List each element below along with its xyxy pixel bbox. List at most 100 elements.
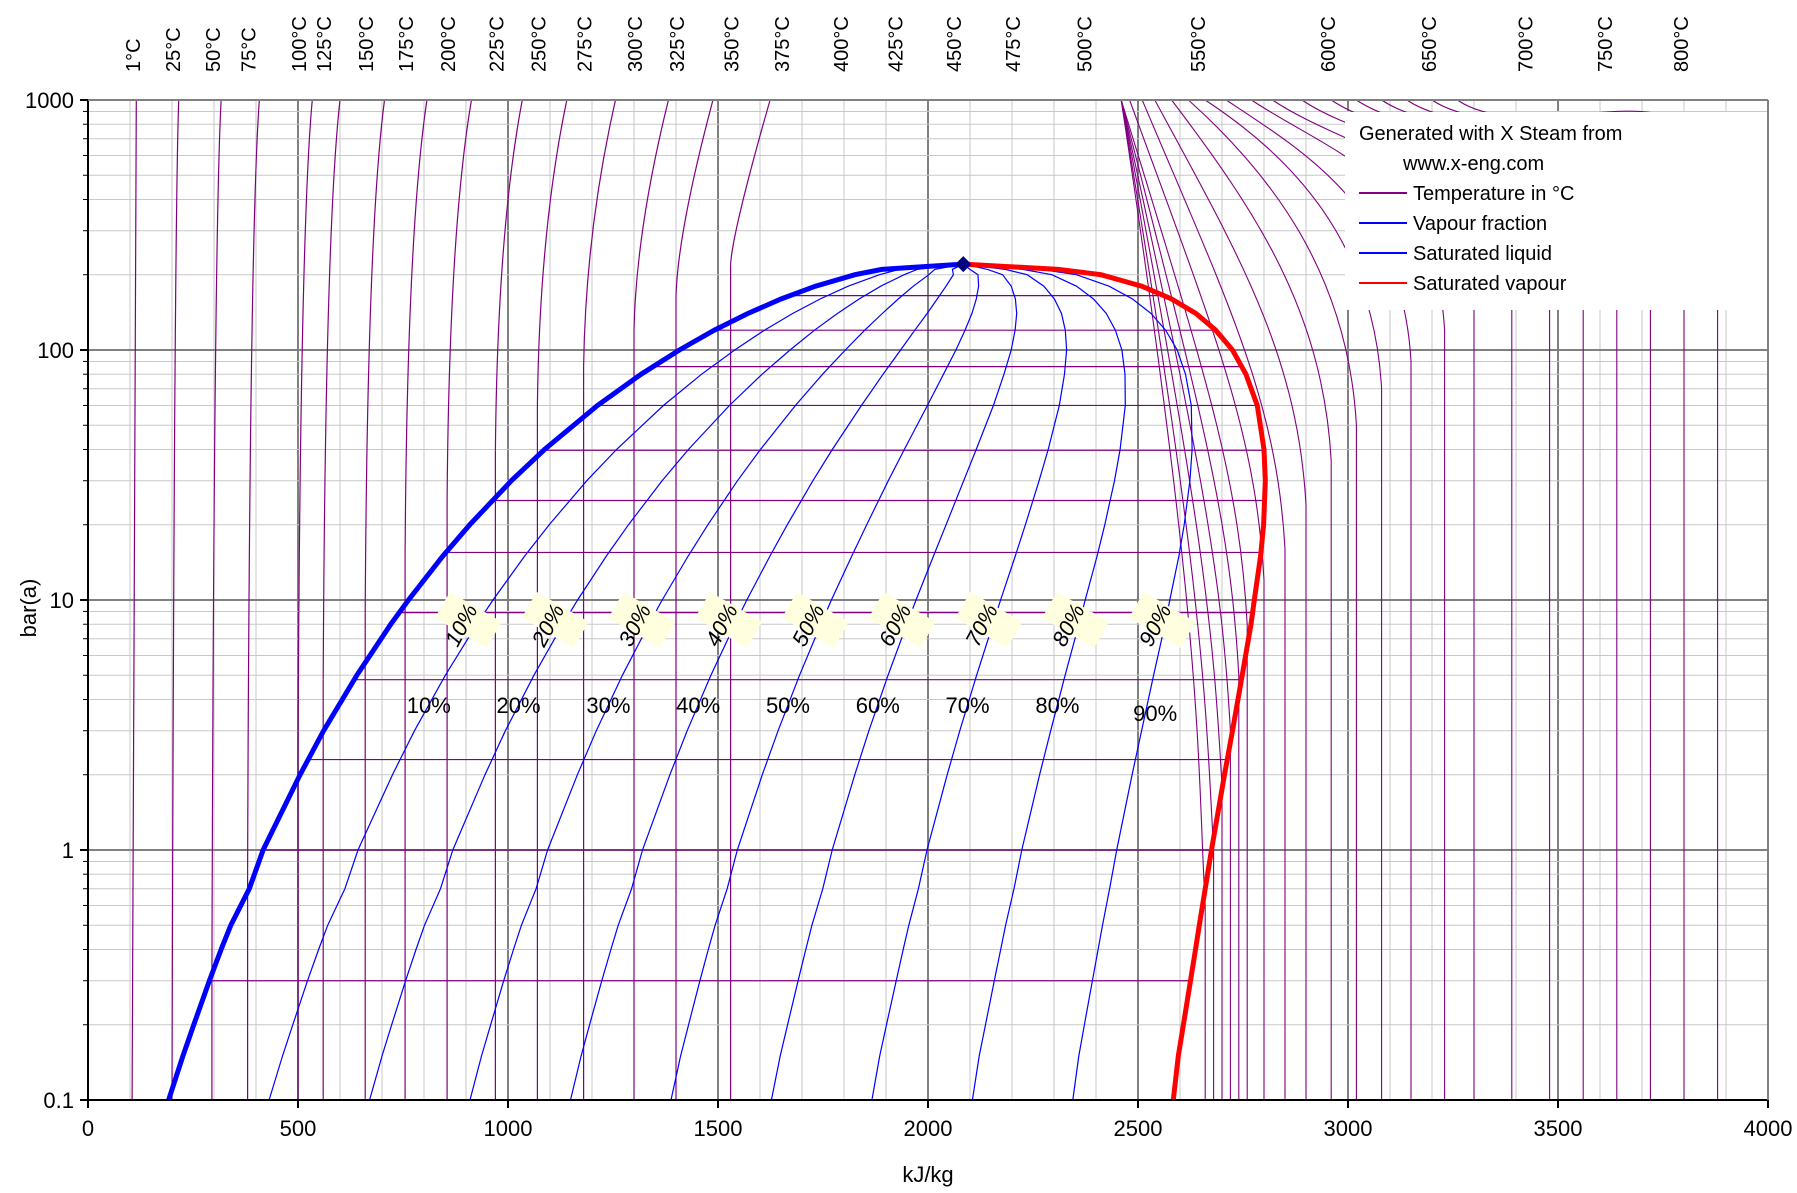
legend-item: Saturated liquid	[1413, 243, 1552, 265]
compressed-liquid-isotherm	[536, 99, 568, 406]
x-tick-label: 4000	[1744, 1116, 1793, 1141]
fraction-label: 80%	[1035, 693, 1079, 718]
vapour-fraction-line	[670, 263, 980, 1101]
compressed-liquid-isotherm	[730, 99, 771, 265]
legend-url: www.x-eng.com	[1402, 153, 1544, 175]
compressed-liquid-isotherm	[675, 99, 714, 296]
vapour-fraction-line	[569, 263, 964, 1101]
temperature-label: 350°C	[722, 16, 744, 72]
temperature-label: 75°C	[239, 27, 261, 72]
temperature-label: 25°C	[163, 27, 185, 72]
y-tick-label: 0.1	[43, 1088, 74, 1113]
legend: Generated with X Steam from www.x-eng.com…	[1345, 112, 1767, 310]
fraction-label: 50%	[766, 693, 810, 718]
legend-item: Temperature in °C	[1413, 183, 1574, 205]
temperature-label: 750°C	[1595, 16, 1617, 72]
saturated-liquid-curve	[166, 261, 964, 1101]
vapour-isotherm	[1120, 99, 1215, 1100]
temperature-label: 1°C	[123, 38, 145, 72]
vapour-fraction-line	[469, 263, 964, 1101]
fraction-label-bg	[695, 591, 763, 648]
fraction-label-bg	[781, 591, 849, 648]
vapour-fraction-line	[770, 263, 1018, 1101]
fraction-label-bg	[955, 591, 1023, 648]
y-tick-label: 1000	[25, 88, 74, 113]
fraction-label: 40%	[676, 693, 720, 718]
vapour-isotherm	[1141, 99, 1286, 1100]
y-tick-label: 10	[50, 588, 74, 613]
fraction-label-bg	[608, 591, 676, 648]
fraction-label: 70%	[946, 693, 990, 718]
compressed-liquid-isotherm	[633, 99, 670, 331]
fraction-label: 20%	[497, 693, 541, 718]
vapour-fraction-line	[963, 263, 1126, 1101]
temperature-label: 650°C	[1419, 16, 1441, 72]
temperature-label: 800°C	[1671, 16, 1693, 72]
legend-item: Saturated vapour	[1413, 273, 1567, 295]
fraction-label-bg	[1042, 591, 1109, 648]
vapour-fraction-line	[369, 263, 964, 1101]
compressed-liquid-isotherm	[171, 99, 180, 1101]
compressed-liquid-isotherm	[494, 99, 523, 451]
temperature-label: 225°C	[486, 16, 508, 72]
vapour-fraction-lines	[268, 263, 1193, 1101]
x-tick-label: 500	[280, 1116, 317, 1141]
vapour-isotherm	[1120, 99, 1231, 1100]
fraction-label-bg	[434, 591, 502, 648]
temperature-label: 200°C	[438, 16, 460, 72]
x-tick-label: 2500	[1114, 1116, 1163, 1141]
x-tick-label: 3000	[1324, 1116, 1373, 1141]
vapour-isotherm	[1171, 99, 1332, 1100]
temperature-label: 300°C	[625, 16, 647, 72]
axes	[80, 99, 1769, 1108]
compressed-liquid-isotherm	[364, 99, 386, 613]
x-tick-label: 1000	[484, 1116, 533, 1141]
vapour-fraction-line	[268, 263, 964, 1101]
vapour-isotherm	[1204, 99, 1383, 1100]
legend-generated-text: Generated with X Steam from	[1359, 123, 1622, 145]
y-tick-label: 1	[62, 838, 74, 863]
temperature-label: 700°C	[1515, 16, 1537, 72]
critical-point-marker	[955, 256, 972, 273]
temperature-label: 550°C	[1188, 16, 1210, 72]
y-axis-title: bar(a)	[16, 579, 41, 638]
vapour-fraction-line	[871, 263, 1068, 1101]
temperature-label: 500°C	[1074, 16, 1096, 72]
saturated-vapour-curve	[963, 261, 1268, 1101]
compressed-liquid-isotherm	[583, 99, 617, 367]
fraction-label-bg	[1128, 591, 1196, 648]
vapour-isotherm	[1120, 99, 1223, 1100]
fraction-label: 30%	[586, 693, 630, 718]
temperature-label: 425°C	[885, 16, 907, 72]
x-tick-label: 2000	[904, 1116, 953, 1141]
temperature-label: 275°C	[575, 16, 597, 72]
compressed-liquid-isotherm	[211, 99, 222, 981]
compressed-liquid-isotherm	[247, 99, 260, 875]
compressed-liquid-isotherm	[404, 99, 428, 553]
temperature-label: 475°C	[1003, 16, 1025, 72]
y-tick-label: 100	[37, 338, 74, 363]
vapour-isotherm	[1120, 99, 1206, 1100]
labels: 0 500 1000 1500 2000 2500 3000 3500 4000 0.1 1 10 10…	[16, 16, 1792, 1187]
saturation-curves	[166, 256, 1268, 1101]
temperature-label: 150°C	[356, 16, 378, 72]
x-tick-label: 3500	[1534, 1116, 1583, 1141]
temperature-label: 600°C	[1318, 16, 1340, 72]
compressed-liquid-isotherm	[446, 99, 473, 501]
compressed-liquid-isotherm	[297, 99, 313, 760]
temperature-label: 250°C	[528, 16, 550, 72]
fraction-label-bg	[868, 591, 936, 648]
fraction-label-bg	[521, 591, 589, 648]
x-tick-label: 1500	[694, 1116, 743, 1141]
vapour-isotherm	[1120, 99, 1240, 1100]
temperature-label: 125°C	[314, 16, 336, 72]
legend-box	[1345, 112, 1767, 310]
temperature-label: 325°C	[667, 16, 689, 72]
temperature-label: 450°C	[944, 16, 966, 72]
x-tick-label: 0	[82, 1116, 94, 1141]
x-axis-title: kJ/kg	[902, 1162, 953, 1187]
legend-item: Vapour fraction	[1413, 213, 1547, 235]
fraction-label: 10%	[407, 693, 451, 718]
